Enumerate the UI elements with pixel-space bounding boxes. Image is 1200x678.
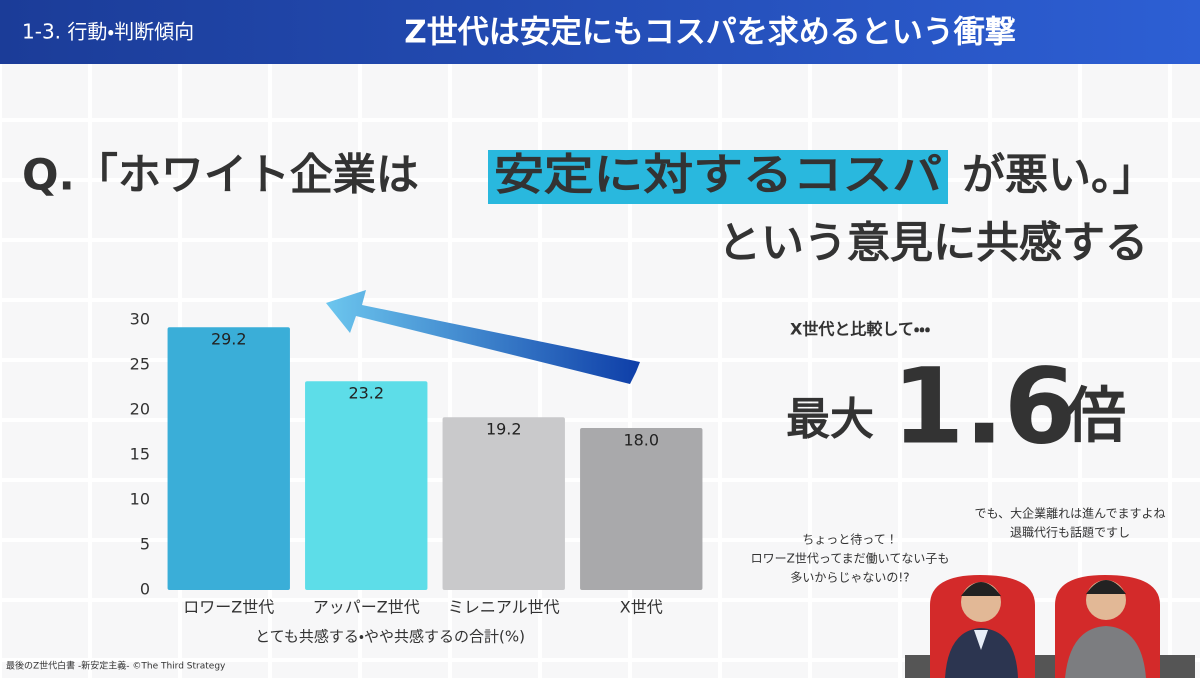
trend-arrow — [326, 290, 640, 384]
callout-suffix: 倍 — [1065, 382, 1126, 452]
bar — [442, 417, 565, 590]
bubble-line: 退職代行も話題ですし — [1010, 526, 1130, 540]
footer: 最後のZ世代白書 -新安定主義- ©The Third Strategy — [6, 660, 226, 672]
value-label: 18.0 — [623, 431, 659, 450]
callout-prefix: 最大 — [786, 394, 874, 445]
value-label: 29.2 — [211, 330, 247, 349]
callout-number: 1.6 — [892, 345, 1076, 467]
bubble-line: でも、大企業離れは進んでますよね — [974, 507, 1165, 521]
bubble-line: 多いからじゃないの!? — [790, 571, 909, 585]
question-prefix: Q.「ホワイト企業は — [22, 151, 419, 201]
callout-lead: X世代と比較して・・・ — [790, 320, 931, 339]
x-tick-label: ロワーZ世代 — [183, 598, 274, 617]
header-section: 1-3. 行動・判断傾向 — [22, 20, 194, 44]
highlight — [488, 150, 948, 204]
bar — [305, 381, 428, 590]
y-tick-label: 0 — [140, 580, 150, 599]
value-label: 19.2 — [486, 420, 522, 439]
y-tick-label: 30 — [130, 310, 150, 329]
question-highlight: 安定に対するコスパ — [494, 151, 942, 201]
x-tick-label: ミレニアル世代 — [448, 598, 560, 617]
header-bar — [0, 0, 1200, 64]
y-tick-label: 10 — [130, 490, 150, 509]
bar — [580, 428, 703, 590]
y-tick-label: 15 — [130, 445, 150, 464]
y-tick-label: 20 — [130, 400, 150, 419]
x-tick-label: アッパーZ世代 — [313, 598, 420, 617]
bubble-line: ちょっと待って！ — [802, 533, 897, 547]
presenters — [905, 575, 1195, 678]
x-axis-label: とても共感する・やや共感するの合計(%) — [255, 628, 525, 646]
value-label: 23.2 — [348, 384, 384, 403]
y-tick-label: 5 — [140, 535, 150, 554]
bar — [167, 327, 290, 590]
bubble-line: ロワーZ世代ってまだ働いてない子も — [751, 552, 950, 566]
header-title: Z世代は安定にもコスパを求めるという衝撃 — [404, 15, 1015, 51]
question-suffix: が悪い。」 — [962, 151, 1156, 201]
question-line2: という意見に共感する — [718, 219, 1148, 269]
x-tick-label: X世代 — [620, 598, 663, 617]
y-tick-label: 25 — [130, 355, 150, 374]
